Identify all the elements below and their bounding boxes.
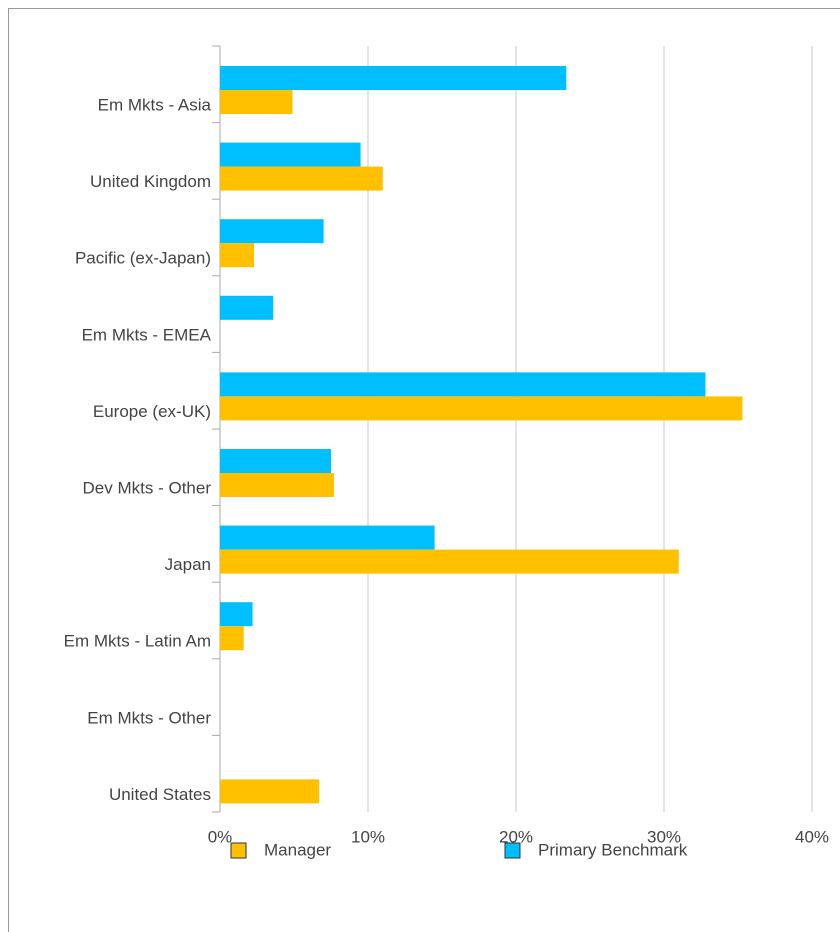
x-tick-label: 30% xyxy=(647,827,681,846)
legend-swatch xyxy=(504,842,521,859)
bar xyxy=(220,142,361,167)
bar xyxy=(220,779,320,804)
y-tick-label: United Kingdom xyxy=(90,172,211,191)
x-tick-label: 0% xyxy=(208,827,233,846)
x-tick-label: 10% xyxy=(351,827,385,846)
y-tick-label: Pacific (ex-Japan) xyxy=(75,249,211,268)
y-tick-label: Japan xyxy=(165,555,211,574)
y-tick-label: United States xyxy=(109,785,211,804)
frame xyxy=(8,8,840,932)
legend-label: Manager xyxy=(264,840,331,859)
bar xyxy=(220,626,244,651)
bar xyxy=(220,372,706,397)
bar xyxy=(220,473,334,497)
x-tick-label: 20% xyxy=(499,827,533,846)
y-tick-label: Europe (ex-UK) xyxy=(93,402,211,421)
bar xyxy=(220,66,567,90)
bar xyxy=(220,219,324,244)
y-tick-label: Dev Mkts - Other xyxy=(83,478,212,497)
y-tick-label: Em Mkts - Asia xyxy=(98,95,212,114)
bar xyxy=(220,396,743,421)
bar xyxy=(220,525,435,550)
legend-label: Primary Benchmark xyxy=(538,840,688,859)
y-tick-label: Em Mkts - EMEA xyxy=(82,325,212,344)
y-tick-label: Em Mkts - Other xyxy=(87,708,211,727)
legend-swatch xyxy=(230,842,247,859)
bar xyxy=(220,449,331,473)
bar xyxy=(220,549,679,574)
bar xyxy=(220,90,293,114)
bar xyxy=(220,243,255,268)
bar xyxy=(220,295,274,320)
bar xyxy=(220,602,253,627)
y-tick-label: Em Mkts - Latin Am xyxy=(64,632,211,651)
bar xyxy=(220,166,383,191)
x-tick-label: 40% xyxy=(795,827,829,846)
